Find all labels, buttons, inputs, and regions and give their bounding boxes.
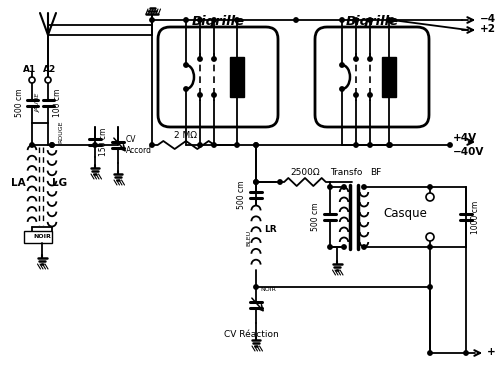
Circle shape [328, 185, 332, 189]
Circle shape [198, 18, 202, 22]
Circle shape [235, 18, 239, 22]
Text: 2500Ω: 2500Ω [290, 168, 320, 177]
Text: CV
Accord: CV Accord [126, 135, 152, 155]
Circle shape [184, 63, 188, 67]
Text: BF: BF [370, 168, 382, 177]
Circle shape [428, 245, 432, 249]
Circle shape [328, 245, 332, 249]
Text: LA: LA [11, 178, 25, 188]
Circle shape [340, 18, 344, 22]
Text: 100 cm: 100 cm [53, 89, 62, 117]
Bar [24, 231, 52, 243]
Circle shape [278, 180, 282, 184]
Circle shape [426, 233, 434, 241]
Circle shape [254, 180, 258, 184]
Text: 500 cm: 500 cm [238, 180, 247, 209]
Circle shape [50, 143, 54, 147]
Circle shape [362, 245, 366, 249]
Circle shape [45, 77, 51, 83]
Circle shape [428, 351, 432, 355]
Text: BLEU: BLEU [246, 230, 251, 246]
Circle shape [368, 93, 372, 97]
Text: CV Réaction: CV Réaction [224, 330, 278, 339]
Circle shape [184, 87, 188, 91]
Text: Bigrille: Bigrille [346, 15, 398, 28]
Circle shape [340, 87, 344, 91]
Text: JAUNE: JAUNE [37, 93, 42, 112]
Circle shape [387, 143, 391, 147]
Bar [230, 57, 244, 97]
Text: LR: LR [264, 225, 277, 234]
Circle shape [254, 285, 258, 289]
Circle shape [184, 18, 188, 22]
Text: 500 cm: 500 cm [15, 89, 24, 117]
Circle shape [448, 143, 452, 147]
Text: ROUGE: ROUGE [58, 120, 63, 143]
Circle shape [354, 57, 358, 61]
Text: Casque: Casque [383, 207, 427, 220]
Circle shape [30, 143, 34, 147]
Circle shape [150, 18, 154, 22]
Circle shape [340, 63, 344, 67]
Circle shape [368, 57, 372, 61]
Circle shape [464, 351, 468, 355]
Circle shape [354, 93, 358, 97]
Text: −4v: −4v [480, 14, 495, 24]
Circle shape [212, 57, 216, 61]
Circle shape [362, 185, 366, 189]
Circle shape [150, 143, 154, 147]
Text: NOIR: NOIR [260, 287, 276, 292]
Circle shape [342, 245, 346, 249]
Circle shape [254, 143, 258, 147]
Circle shape [368, 143, 372, 147]
Circle shape [93, 143, 97, 147]
Circle shape [212, 18, 216, 22]
Text: NOIR: NOIR [33, 234, 51, 240]
Circle shape [354, 143, 358, 147]
Text: −40V: −40V [453, 147, 485, 157]
Bar [382, 57, 396, 97]
Circle shape [235, 143, 239, 147]
Circle shape [388, 143, 392, 147]
Text: 2 MΩ: 2 MΩ [175, 131, 198, 140]
Text: 150 cm: 150 cm [99, 128, 107, 156]
Circle shape [198, 57, 202, 61]
Text: 500 cm: 500 cm [311, 203, 320, 231]
Text: +40V: +40V [487, 347, 495, 357]
Circle shape [294, 18, 298, 22]
Text: A2: A2 [44, 65, 56, 74]
Circle shape [212, 143, 216, 147]
Circle shape [428, 285, 432, 289]
Circle shape [426, 193, 434, 201]
Text: LG: LG [52, 178, 67, 188]
Circle shape [29, 77, 35, 83]
Circle shape [387, 18, 391, 22]
Circle shape [354, 18, 358, 22]
Circle shape [50, 143, 54, 147]
Text: 1000 cm: 1000 cm [472, 200, 481, 234]
Circle shape [342, 185, 346, 189]
Text: A1: A1 [23, 65, 37, 74]
Circle shape [254, 180, 258, 184]
Text: Transfo: Transfo [330, 168, 362, 177]
Text: +20v: +20v [480, 24, 495, 34]
Circle shape [198, 143, 202, 147]
Circle shape [254, 143, 258, 147]
Circle shape [198, 93, 202, 97]
Circle shape [428, 185, 432, 189]
Circle shape [368, 18, 372, 22]
Text: +4V: +4V [453, 133, 477, 143]
Text: Bigrille: Bigrille [192, 15, 245, 28]
Circle shape [390, 18, 394, 22]
Circle shape [212, 93, 216, 97]
